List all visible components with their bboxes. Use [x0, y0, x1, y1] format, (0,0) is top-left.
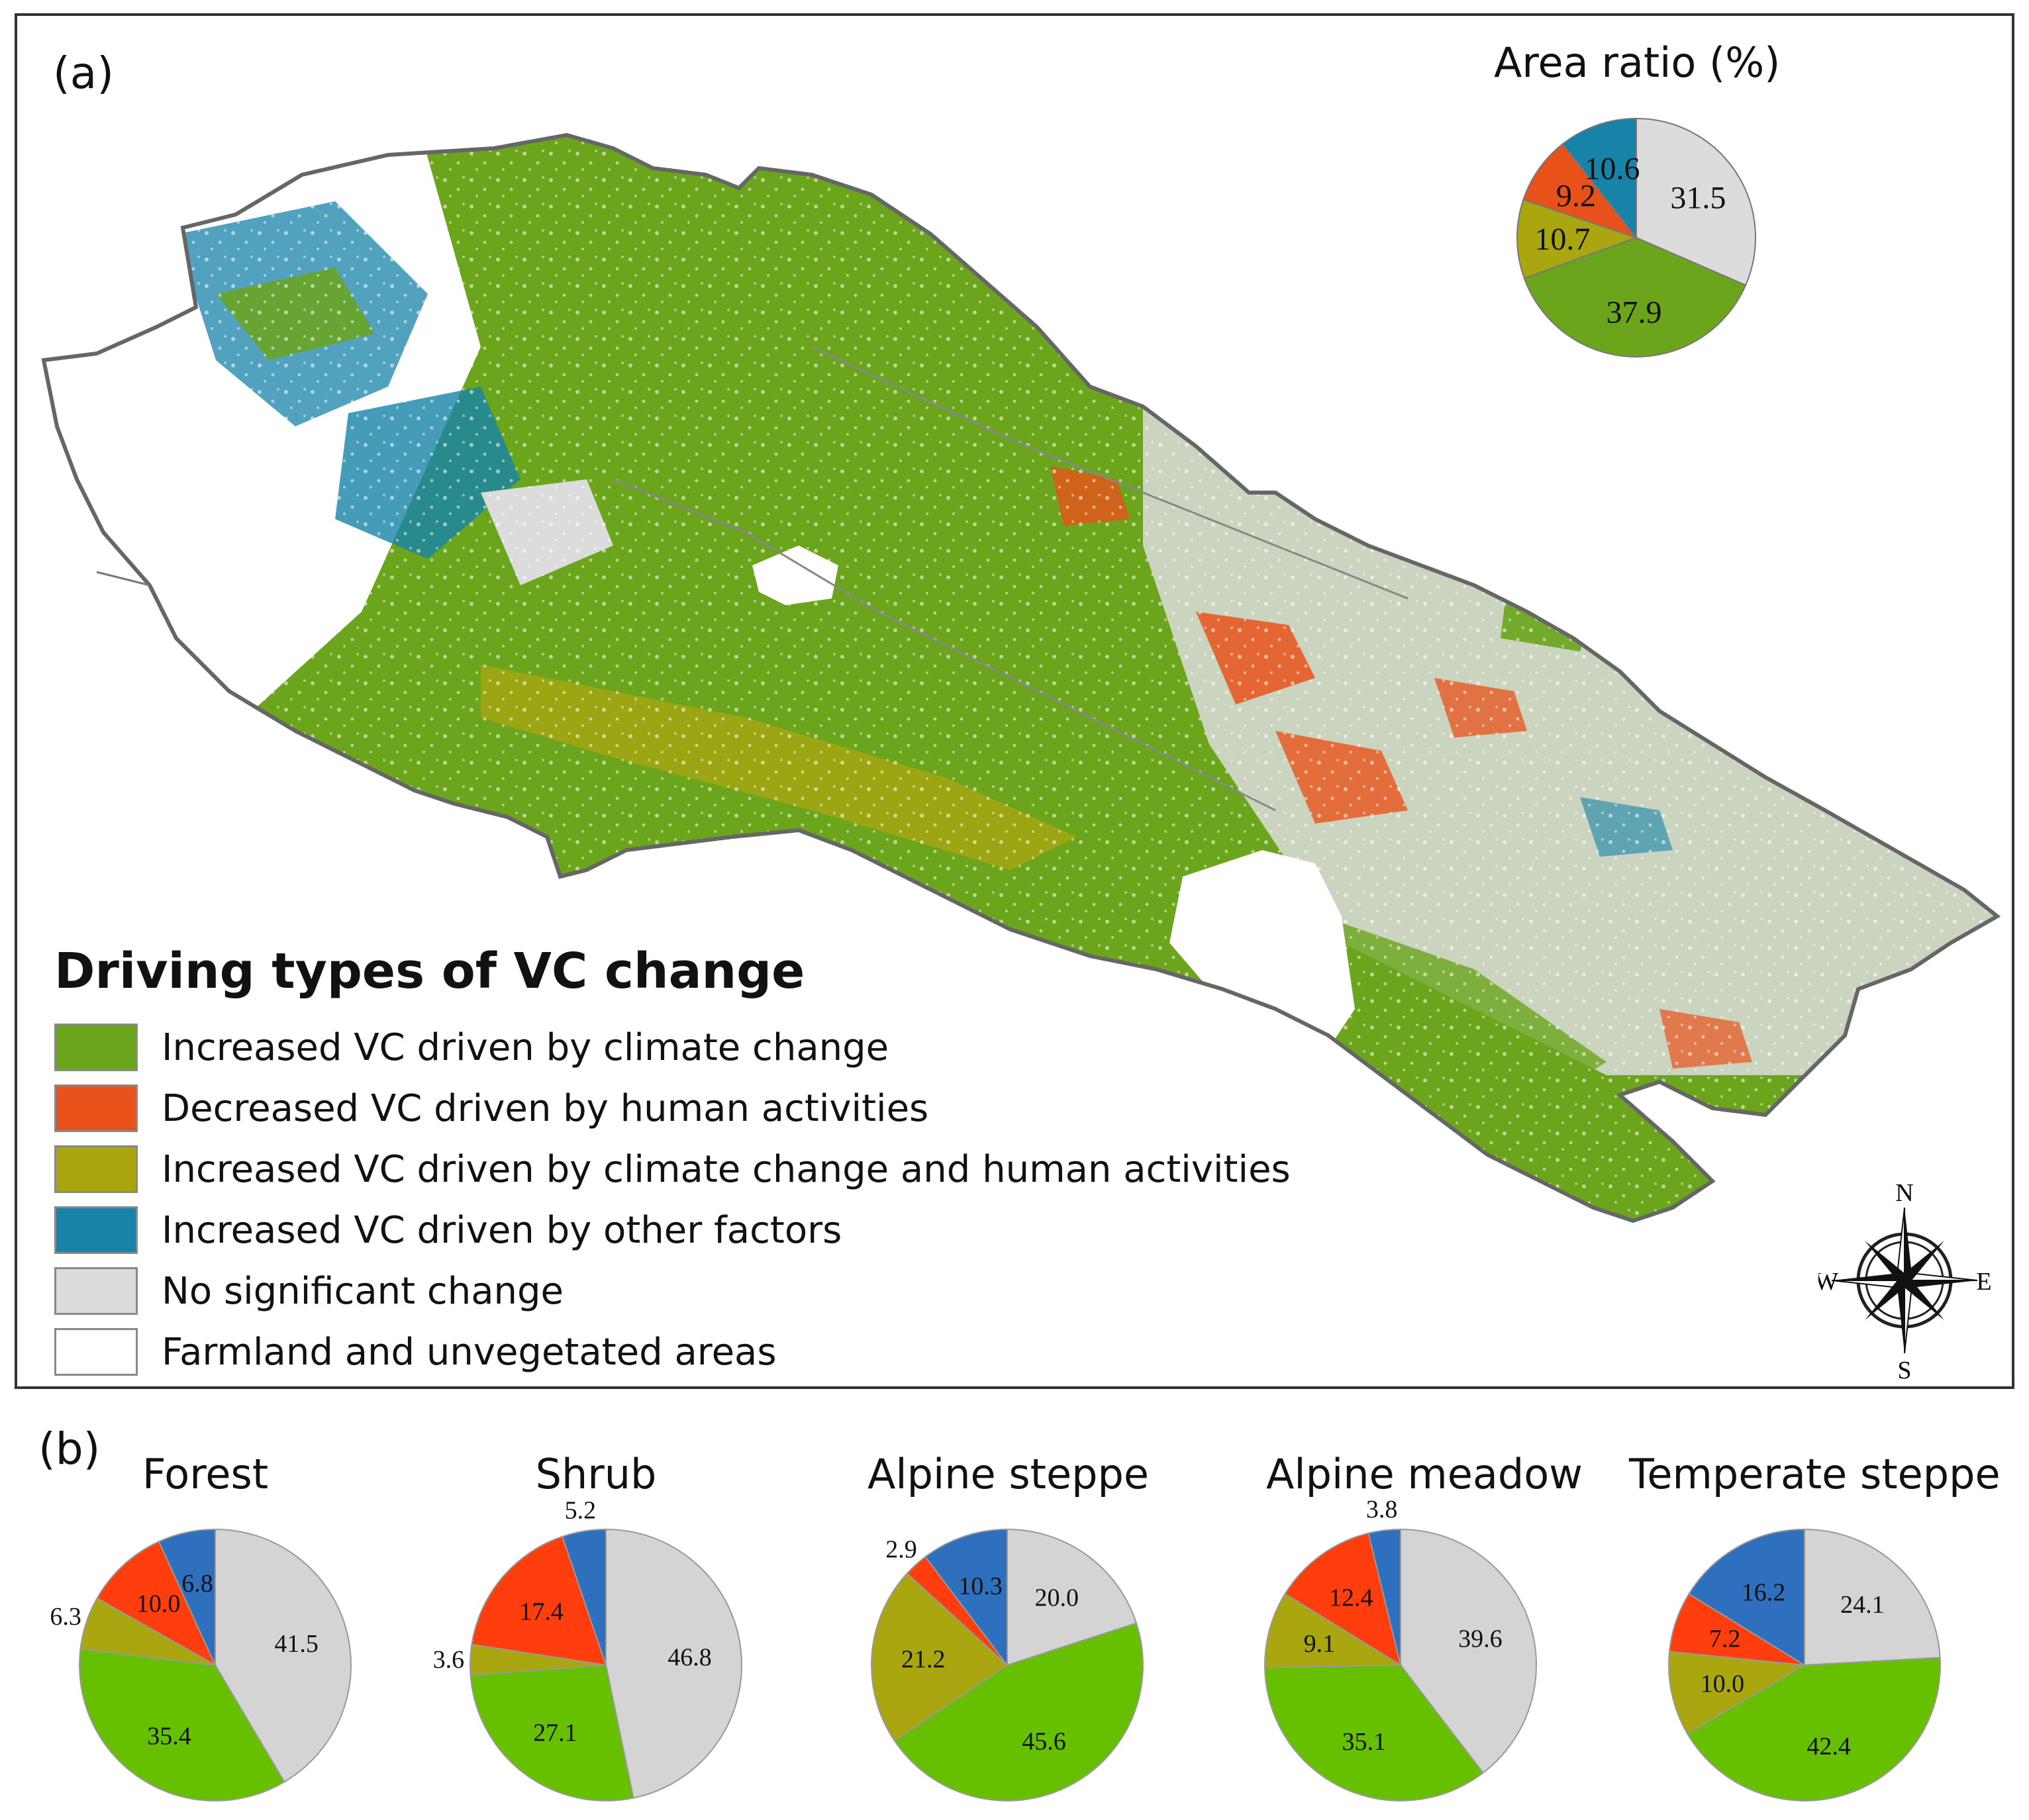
pie-slice-other: [1688, 1528, 1805, 1666]
pie-label-climate: 37.9: [1606, 295, 1661, 330]
pie-alpine-meadow: 39.6 35.1 9.1 12.4 3.8: [1264, 1496, 1537, 1801]
pie-label-climate: 35.1: [1342, 1728, 1387, 1756]
pie-label-other: 3.8: [1366, 1496, 1398, 1523]
pie-label-other: 6.8: [181, 1570, 213, 1598]
pie-label-human: 9.2: [1556, 178, 1596, 213]
pie-slice-nochange: [1007, 1528, 1138, 1666]
legend-item-nochange: No significant change: [54, 1261, 1291, 1321]
pie-label-human: 7.2: [1709, 1625, 1741, 1653]
legend-swatch-other: [54, 1206, 138, 1254]
legend-label-farmland: Farmland and unvegetated areas: [162, 1330, 777, 1374]
area-ratio-pie: 31.5 37.9 10.7 9.210.6: [1516, 117, 1756, 358]
pie-slice-other: [1367, 1528, 1401, 1666]
pie-alpine-steppe: 20.0 45.6 21.2 2.9 10.3: [871, 1528, 1144, 1801]
pie-label-human: 10.0: [136, 1590, 181, 1618]
pie-label-both: 6.3: [50, 1603, 81, 1631]
legend: Driving types of VC change Increased VC …: [54, 943, 1291, 1382]
pie-label-nochange: 39.6: [1458, 1625, 1503, 1653]
legend-swatch-climate: [54, 1024, 138, 1071]
pie-title-alpine-meadow: Alpine meadow: [1266, 1450, 1583, 1498]
pie-title-alpine-steppe: Alpine steppe: [867, 1450, 1149, 1498]
legend-title: Driving types of VC change: [54, 943, 805, 1000]
pie-slice-climate: [893, 1622, 1144, 1801]
legend-swatch-nochange: [54, 1267, 138, 1315]
legend-label-nochange: No significant change: [162, 1269, 564, 1313]
pie-label-other: 10.3: [958, 1572, 1003, 1600]
legend-label-climate: Increased VC driven by climate change: [162, 1026, 889, 1069]
panel-b-label: (b): [38, 1423, 101, 1474]
pie-slice-nochange: [605, 1528, 742, 1799]
legend-label-human: Decreased VC driven by human activities: [162, 1086, 929, 1130]
pie-slice-both: [1668, 1651, 1807, 1735]
legend-item-human: Decreased VC driven by human activities: [54, 1078, 1291, 1139]
legend-item-climate: Increased VC driven by climate change: [54, 1017, 1291, 1078]
pie-slice-nochange: [1636, 117, 1756, 287]
pie-label-both: 3.6: [433, 1646, 465, 1674]
pie-label-climate: 35.4: [147, 1723, 191, 1750]
pie-title-temperate-steppe: Temperate steppe: [1629, 1450, 2001, 1498]
pie-label-both: 9.1: [1304, 1630, 1336, 1658]
pie-label-both: 10.0: [1701, 1670, 1745, 1698]
compass-n: N: [1895, 1181, 1913, 1207]
pie-title-shrub: Shrub: [535, 1450, 657, 1498]
legend-item-farmland: Farmland and unvegetated areas: [54, 1321, 1291, 1382]
pie-label-climate: 42.4: [1806, 1733, 1851, 1760]
pie-label-human: 12.4: [1329, 1584, 1373, 1611]
pie-slice-climate: [1523, 236, 1747, 358]
pie-label-human: 17.4: [519, 1598, 564, 1626]
pie-slice-both: [1516, 199, 1639, 279]
pie-slice-climate: [79, 1648, 285, 1801]
pie-slice-other: [158, 1528, 216, 1666]
area-ratio-title: Area ratio (%): [1494, 38, 1781, 87]
pie-slice-human: [471, 1535, 607, 1666]
pie-slice-climate: [1686, 1656, 1941, 1802]
panel-a: (a) Area ratio (%) 31.5 37.9 10.7 9.2 10.6 D…: [15, 13, 2014, 1389]
pie-slice-other: [562, 1528, 607, 1666]
pie-slice-nochange: [1400, 1528, 1537, 1774]
pie-label-climate: 27.1: [533, 1719, 577, 1747]
pie-label-other: 5.2: [565, 1497, 597, 1525]
pie-shrub: 46.8 27.1 3.6 17.4 5.2: [433, 1497, 742, 1801]
legend-item-both: Increased VC driven by climate change an…: [54, 1139, 1291, 1200]
compass-w: W: [1818, 1268, 1838, 1296]
legend-label-other: Increased VC driven by other factors: [162, 1208, 842, 1252]
compass-s: S: [1897, 1357, 1911, 1380]
pie-slice-other: [924, 1528, 1008, 1667]
pie-forest: 41.5 35.4 6.3 10.06.8: [50, 1528, 352, 1801]
pie-label-other: 16.2: [1742, 1578, 1786, 1606]
pie-label-nochange: 46.8: [668, 1643, 712, 1671]
pie-slice-climate: [470, 1664, 634, 1801]
legend-item-other: Increased VC driven by other factors: [54, 1200, 1291, 1261]
pie-slice-human: [96, 1541, 217, 1667]
legend-swatch-farmland: [54, 1328, 138, 1376]
pie-slice-both: [871, 1572, 1009, 1742]
compass-rose-icon: N S W E: [1818, 1181, 1991, 1380]
pie-slice-human: [1522, 143, 1638, 240]
pie-label-climate: 45.6: [1022, 1728, 1066, 1756]
pie-label-nochange: 31.5: [1670, 181, 1726, 216]
pie-label-other: 10.6: [1584, 151, 1640, 186]
pie-slice-other: [1561, 117, 1637, 240]
pie-label-nochange: 41.5: [274, 1630, 319, 1658]
pie-title-forest: Forest: [142, 1450, 269, 1498]
legend-swatch-both: [54, 1145, 138, 1193]
pie-label-both: 10.7: [1534, 222, 1590, 257]
pie-slice-nochange: [215, 1528, 352, 1783]
legend-swatch-human: [54, 1084, 138, 1132]
pie-slice-nochange: [1804, 1528, 1941, 1666]
pie-label-nochange: 20.0: [1034, 1584, 1079, 1611]
pie-label-nochange: 24.1: [1840, 1591, 1885, 1619]
pie-temperate-steppe: 24.1 42.4 10.0 7.216.2: [1668, 1528, 1941, 1802]
pie-slice-human: [1284, 1532, 1402, 1667]
compass-e: E: [1976, 1268, 1991, 1296]
pie-slice-both: [1264, 1592, 1403, 1668]
pie-label-both: 21.2: [901, 1646, 946, 1674]
panel-a-label: (a): [53, 48, 114, 99]
pie-slice-climate: [1264, 1664, 1485, 1801]
legend-label-both: Increased VC driven by climate change an…: [162, 1147, 1291, 1191]
pie-label-human: 2.9: [885, 1535, 917, 1563]
